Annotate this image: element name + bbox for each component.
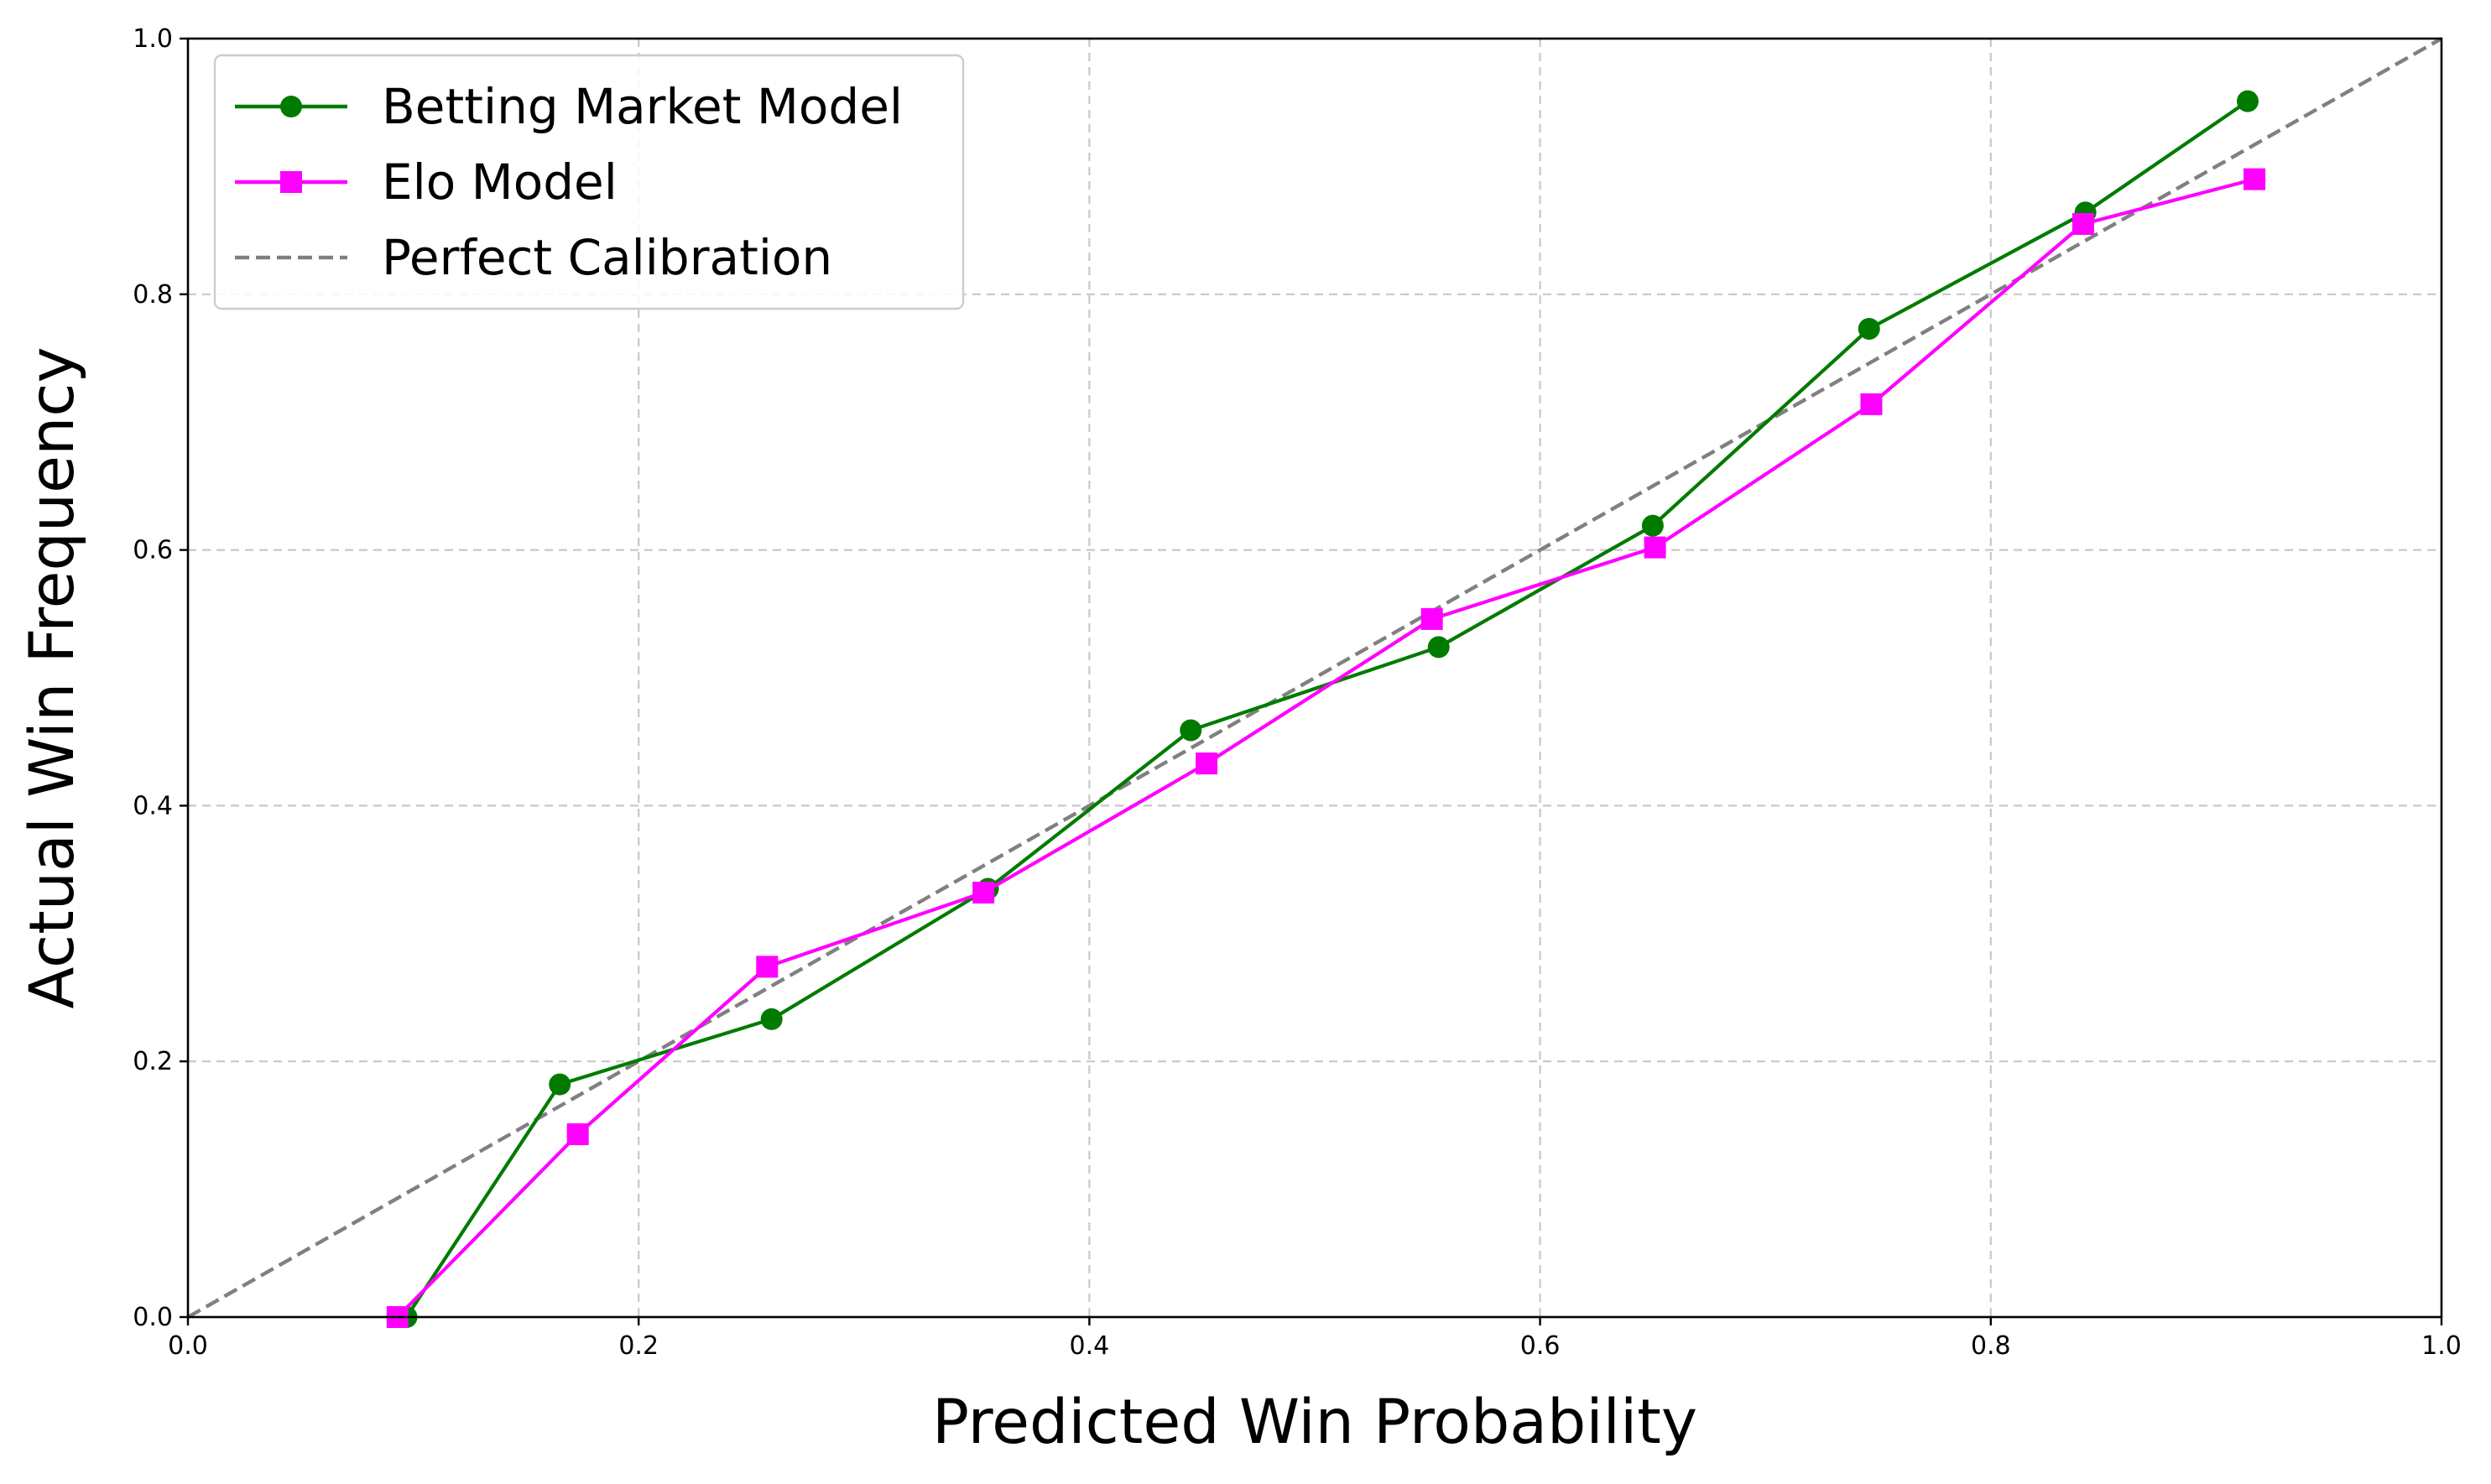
data-point-elo-model	[972, 882, 995, 904]
y-axis-title: Actual Win Frequency	[17, 346, 88, 1008]
x-axis-title: Predicted Win Probability	[932, 1387, 1697, 1458]
y-tick-label: 0.8	[133, 280, 173, 310]
plot-frame	[186, 37, 2443, 1319]
x-tick-label: 0.8	[1971, 1331, 2011, 1361]
data-point-elo-model	[1860, 393, 1883, 415]
legend-label-perfect-calibration: Perfect Calibration	[382, 229, 832, 286]
data-point-betting-market-model	[1180, 719, 1202, 742]
y-tick-label: 0.6	[133, 536, 173, 565]
legend: Betting Market Model Elo Model Perfect Cal…	[213, 54, 965, 310]
data-point-betting-market-model	[1641, 514, 1664, 537]
y-tick-label: 0.2	[133, 1047, 173, 1076]
legend-item-elo-model: Elo Model	[235, 154, 618, 211]
data-point-elo-model	[1196, 752, 1218, 775]
data-point-betting-market-model	[2237, 90, 2259, 112]
data-point-elo-model	[2071, 212, 2094, 235]
series-perfect-calibration	[186, 37, 2443, 1319]
series-line-betting-market-model	[404, 99, 2249, 1319]
axes: 0.0 0.2 0.4 0.6 0.8 1.0 0.0 0.2 0.4 0.6 0.8 1.0	[133, 24, 2462, 1361]
y-tick-label: 0.0	[133, 1303, 173, 1332]
data-point-elo-model	[1420, 607, 1443, 630]
legend-label-elo-model: Elo Model	[382, 154, 618, 211]
data-point-betting-market-model	[1427, 636, 1450, 659]
legend-item-betting-market-model: Betting Market Model	[235, 78, 903, 135]
legend-label-betting-market-model: Betting Market Model	[382, 78, 903, 135]
legend-box	[213, 54, 965, 310]
legend-marker-betting-market-model	[280, 96, 302, 117]
data-point-elo-model	[1644, 536, 1666, 559]
data-point-elo-model	[2243, 168, 2266, 190]
legend-marker-elo-model	[280, 171, 302, 193]
y-tick-label: 1.0	[133, 24, 173, 54]
x-tick-label: 0.6	[1520, 1331, 1561, 1361]
legend-item-perfect-calibration: Perfect Calibration	[235, 229, 832, 286]
series-layer	[186, 37, 2443, 1328]
x-tick-label: 1.0	[2421, 1331, 2462, 1361]
series-line-perfect-calibration	[186, 37, 2443, 1319]
series-line-elo-model	[396, 177, 2255, 1319]
data-point-elo-model	[756, 955, 779, 978]
x-tick-label: 0.4	[1070, 1331, 1110, 1361]
x-tick-label: 0.0	[168, 1331, 208, 1361]
data-point-betting-market-model	[1858, 317, 1880, 340]
series-elo-model	[386, 168, 2266, 1328]
data-point-elo-model	[566, 1123, 589, 1146]
data-point-betting-market-model	[760, 1008, 783, 1030]
data-point-betting-market-model	[549, 1073, 571, 1096]
x-tick-label: 0.2	[618, 1331, 659, 1361]
y-tick-label: 0.4	[133, 791, 173, 820]
